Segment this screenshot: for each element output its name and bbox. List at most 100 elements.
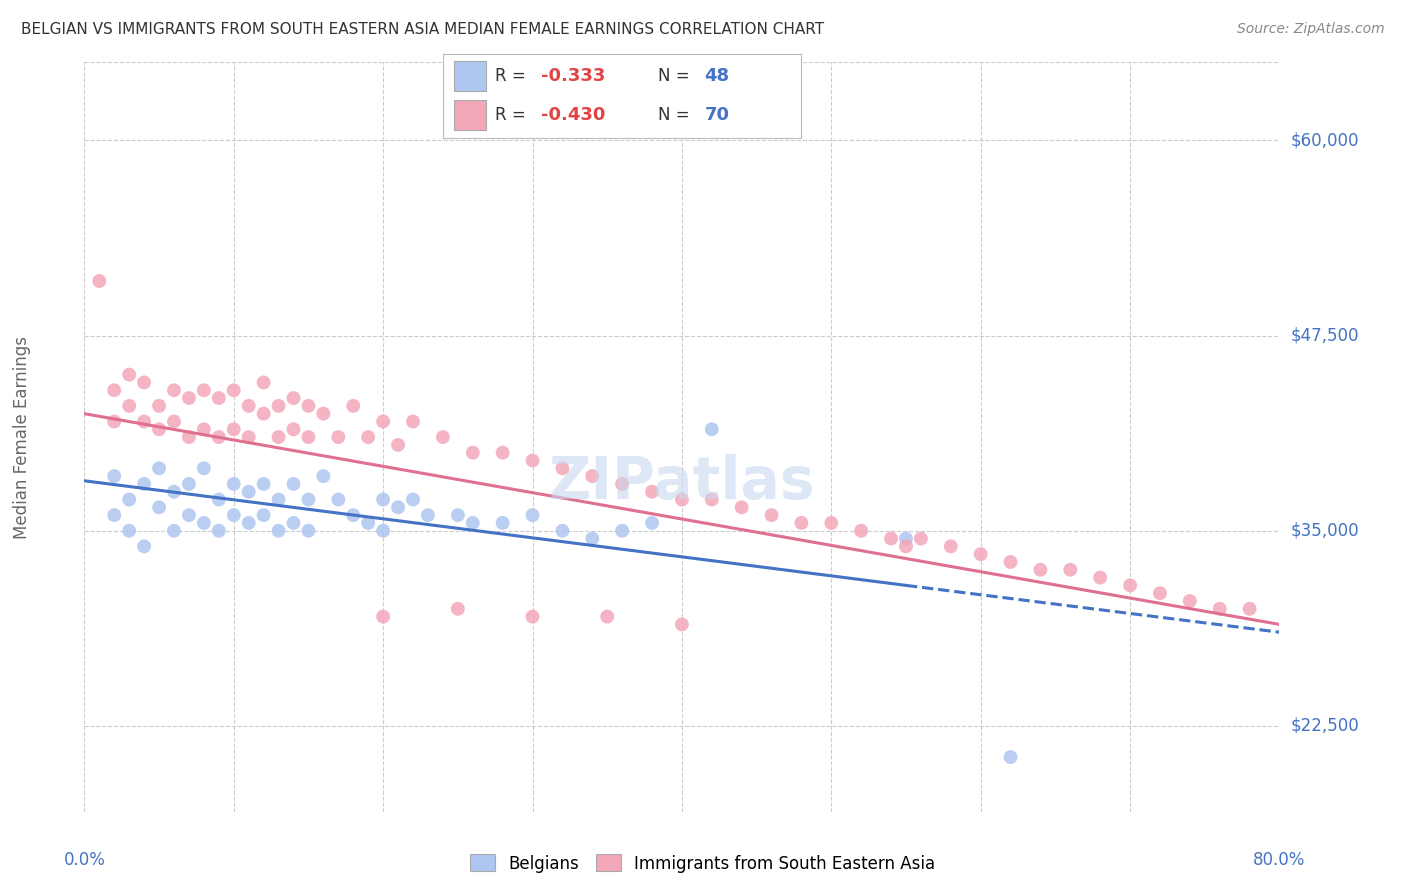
Point — [148, 500, 170, 515]
Point — [283, 516, 305, 530]
Point — [939, 539, 962, 553]
Point — [700, 422, 723, 436]
Point — [373, 609, 395, 624]
Point — [522, 453, 544, 467]
Point — [118, 524, 141, 538]
Point — [193, 384, 215, 398]
Point — [253, 508, 276, 523]
Text: 48: 48 — [704, 67, 730, 85]
Point — [1239, 602, 1261, 616]
Point — [894, 539, 917, 553]
Point — [402, 414, 425, 429]
Text: Median Female Earnings: Median Female Earnings — [13, 335, 31, 539]
Legend: Belgians, Immigrants from South Eastern Asia: Belgians, Immigrants from South Eastern … — [464, 847, 942, 880]
Point — [148, 461, 170, 475]
Point — [342, 508, 364, 523]
Point — [118, 399, 141, 413]
Text: N =: N = — [658, 67, 695, 85]
Point — [447, 602, 470, 616]
Point — [208, 524, 231, 538]
Point — [177, 476, 200, 491]
Point — [312, 407, 335, 421]
Point — [222, 476, 245, 491]
Point — [522, 609, 544, 624]
Point — [1119, 578, 1142, 592]
Point — [1059, 563, 1081, 577]
Point — [1090, 571, 1112, 585]
Point — [89, 274, 111, 288]
Point — [581, 469, 603, 483]
Point — [132, 414, 156, 429]
Point — [222, 422, 245, 436]
Point — [132, 376, 156, 390]
Point — [297, 492, 319, 507]
Point — [267, 399, 290, 413]
Point — [492, 446, 515, 460]
Point — [132, 539, 156, 553]
Text: -0.430: -0.430 — [541, 106, 606, 124]
Point — [641, 516, 664, 530]
Point — [253, 376, 276, 390]
Text: 70: 70 — [704, 106, 730, 124]
Point — [283, 391, 305, 405]
Point — [193, 461, 215, 475]
Point — [731, 500, 754, 515]
Point — [894, 532, 917, 546]
Text: Source: ZipAtlas.com: Source: ZipAtlas.com — [1237, 22, 1385, 37]
Point — [761, 508, 783, 523]
Point — [373, 524, 395, 538]
Point — [910, 532, 932, 546]
Point — [671, 492, 693, 507]
Point — [208, 391, 231, 405]
Point — [163, 414, 186, 429]
Point — [253, 407, 276, 421]
Text: R =: R = — [495, 67, 531, 85]
FancyBboxPatch shape — [454, 100, 486, 130]
Point — [163, 484, 186, 499]
Point — [103, 384, 125, 398]
Point — [118, 492, 141, 507]
Point — [342, 399, 364, 413]
Point — [222, 384, 245, 398]
Text: 80.0%: 80.0% — [1253, 851, 1306, 869]
Point — [357, 430, 380, 444]
Point — [267, 524, 290, 538]
Text: $47,500: $47,500 — [1291, 326, 1360, 344]
Point — [880, 532, 903, 546]
Text: BELGIAN VS IMMIGRANTS FROM SOUTH EASTERN ASIA MEDIAN FEMALE EARNINGS CORRELATION: BELGIAN VS IMMIGRANTS FROM SOUTH EASTERN… — [21, 22, 824, 37]
Point — [177, 508, 200, 523]
Point — [238, 399, 260, 413]
Text: $22,500: $22,500 — [1291, 717, 1360, 735]
Point — [551, 461, 574, 475]
Point — [387, 500, 409, 515]
Text: 0.0%: 0.0% — [63, 851, 105, 869]
Point — [522, 508, 544, 523]
Point — [163, 524, 186, 538]
Point — [551, 524, 574, 538]
Point — [283, 422, 305, 436]
Point — [641, 484, 664, 499]
Text: N =: N = — [658, 106, 695, 124]
Point — [373, 492, 395, 507]
Point — [432, 430, 454, 444]
Point — [238, 484, 260, 499]
Text: $60,000: $60,000 — [1291, 131, 1360, 150]
Point — [820, 516, 842, 530]
Point — [103, 414, 125, 429]
Point — [1209, 602, 1232, 616]
Point — [581, 532, 603, 546]
Point — [790, 516, 813, 530]
Point — [297, 399, 319, 413]
Point — [461, 516, 484, 530]
Point — [238, 430, 260, 444]
Point — [208, 430, 231, 444]
Point — [328, 430, 350, 444]
Point — [851, 524, 873, 538]
Point — [1178, 594, 1201, 608]
Point — [1000, 750, 1022, 764]
Point — [312, 469, 335, 483]
Point — [283, 476, 305, 491]
Point — [267, 492, 290, 507]
Point — [596, 609, 619, 624]
Point — [612, 524, 634, 538]
